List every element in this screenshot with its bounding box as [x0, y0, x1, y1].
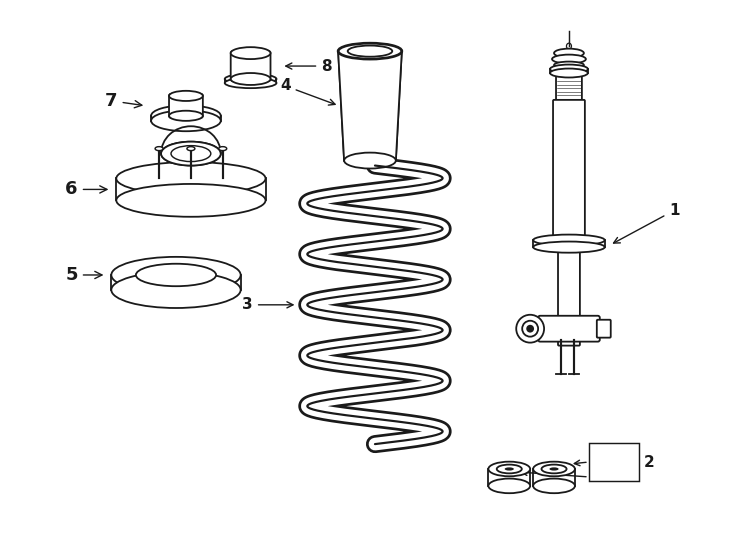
Ellipse shape — [230, 47, 271, 59]
Ellipse shape — [338, 43, 401, 59]
Ellipse shape — [533, 478, 575, 493]
Ellipse shape — [171, 146, 211, 161]
Ellipse shape — [169, 111, 203, 121]
Ellipse shape — [554, 62, 584, 69]
Ellipse shape — [161, 141, 221, 166]
Ellipse shape — [112, 257, 241, 293]
Ellipse shape — [348, 45, 392, 57]
Ellipse shape — [169, 91, 203, 101]
Ellipse shape — [225, 78, 277, 88]
Text: 2: 2 — [644, 455, 654, 469]
FancyBboxPatch shape — [558, 246, 580, 346]
Ellipse shape — [522, 321, 538, 336]
Ellipse shape — [542, 464, 567, 474]
Ellipse shape — [550, 467, 559, 470]
Text: 4: 4 — [280, 78, 335, 105]
Text: 1: 1 — [614, 203, 680, 243]
Ellipse shape — [225, 74, 277, 84]
Text: 3: 3 — [242, 298, 293, 312]
Ellipse shape — [344, 153, 396, 168]
Text: 8: 8 — [286, 58, 332, 73]
Ellipse shape — [497, 464, 522, 474]
FancyBboxPatch shape — [556, 75, 582, 102]
Ellipse shape — [151, 110, 221, 131]
Ellipse shape — [488, 478, 530, 493]
Ellipse shape — [554, 49, 584, 58]
Text: 6: 6 — [65, 180, 107, 198]
FancyBboxPatch shape — [116, 179, 266, 200]
Ellipse shape — [151, 105, 221, 126]
Ellipse shape — [552, 55, 586, 64]
Ellipse shape — [116, 162, 266, 195]
Ellipse shape — [567, 43, 572, 49]
Text: 7: 7 — [105, 92, 142, 110]
Ellipse shape — [533, 241, 605, 253]
Ellipse shape — [550, 69, 588, 78]
Ellipse shape — [116, 184, 266, 217]
Ellipse shape — [533, 234, 605, 246]
FancyBboxPatch shape — [112, 275, 241, 290]
FancyBboxPatch shape — [488, 469, 530, 486]
Ellipse shape — [136, 264, 216, 286]
Ellipse shape — [505, 467, 514, 470]
Ellipse shape — [187, 147, 195, 151]
FancyBboxPatch shape — [553, 100, 585, 241]
Ellipse shape — [230, 73, 271, 85]
FancyBboxPatch shape — [169, 94, 203, 118]
Ellipse shape — [533, 462, 575, 476]
FancyBboxPatch shape — [230, 51, 271, 81]
Ellipse shape — [219, 147, 227, 151]
FancyBboxPatch shape — [538, 316, 600, 342]
FancyBboxPatch shape — [597, 320, 611, 338]
Ellipse shape — [155, 147, 163, 151]
Ellipse shape — [112, 272, 241, 308]
Ellipse shape — [516, 315, 544, 342]
Ellipse shape — [488, 462, 530, 476]
Polygon shape — [338, 51, 401, 160]
Ellipse shape — [527, 326, 533, 332]
Text: 5: 5 — [65, 266, 102, 284]
Ellipse shape — [161, 141, 221, 166]
FancyBboxPatch shape — [533, 469, 575, 486]
Ellipse shape — [550, 65, 588, 73]
